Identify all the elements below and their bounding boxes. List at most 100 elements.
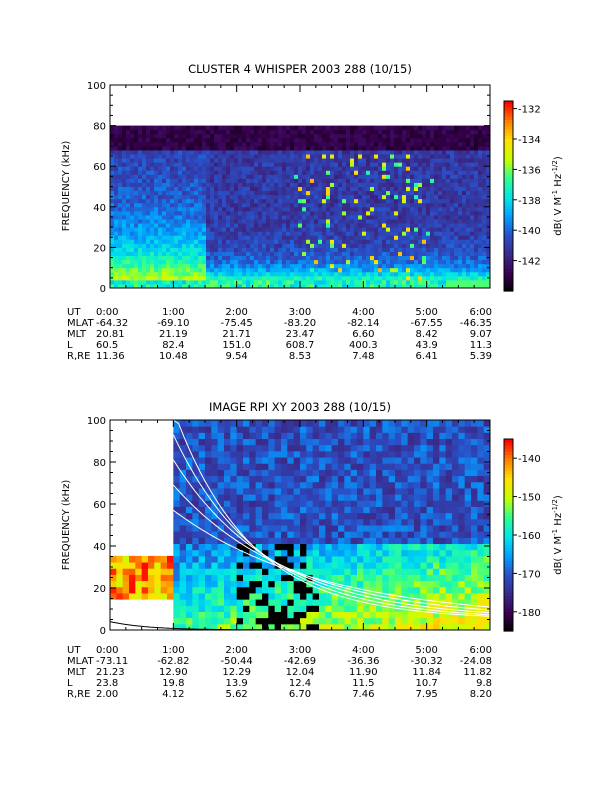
spectrogram-cell: [418, 186, 423, 192]
spectrogram-cell: [398, 162, 403, 167]
spectrogram-cell: [390, 190, 395, 196]
spectrogram-cell: [230, 623, 238, 631]
spectrogram-cell: [390, 170, 395, 175]
spectrogram-cell: [274, 154, 279, 159]
spectrogram-cell: [310, 243, 315, 248]
spectrogram-cell: [122, 182, 127, 187]
spectrogram-cell: [331, 518, 339, 526]
spectrogram-cell: [236, 512, 244, 520]
spectrogram-cell: [470, 255, 475, 261]
spectrogram-cell: [246, 259, 251, 265]
spectrogram-cell: [410, 255, 415, 261]
spectrogram-cell: [211, 586, 219, 594]
spectrogram-cell: [262, 125, 267, 131]
spectrogram-cell: [242, 231, 247, 236]
spectrogram-cell: [374, 235, 379, 240]
spectrogram-cell: [158, 267, 163, 273]
spectrogram-cell: [178, 166, 183, 171]
spectrogram-cell: [390, 227, 395, 232]
spectrogram-cell: [110, 198, 115, 204]
spectrogram-cell: [306, 174, 311, 179]
spectrogram-cell: [294, 243, 299, 248]
spectrogram-cell: [186, 531, 193, 538]
spectrogram-cell: [166, 154, 171, 159]
spectrogram-cell: [202, 174, 207, 179]
spectrogram-cell: [482, 178, 487, 183]
spectrogram-cell: [446, 255, 451, 261]
spectrogram-cell: [218, 267, 223, 273]
spectrogram-cell: [126, 218, 131, 224]
spectrogram-cell: [398, 186, 403, 192]
spectrogram-cell: [150, 198, 155, 204]
spectrogram-cell: [386, 283, 391, 289]
spectrogram-cell: [326, 186, 331, 192]
spectrogram-cell: [312, 531, 320, 538]
spectrogram-cell: [138, 218, 143, 224]
spectrogram-cell: [318, 194, 323, 200]
spectrogram-cell: [422, 271, 427, 277]
spectrogram-cell: [286, 125, 291, 131]
spectrogram-cell: [450, 239, 455, 244]
spectrogram-cell: [150, 255, 155, 261]
spectrogram-cell: [322, 210, 327, 216]
spectrogram-cell: [466, 267, 471, 273]
spectrogram-cell: [262, 235, 267, 240]
spectrogram-cell: [325, 543, 333, 551]
spectrogram-cell: [326, 251, 331, 257]
spectrogram-cell: [258, 141, 263, 147]
spectrogram-cell: [262, 231, 267, 236]
spectrogram-cell: [338, 133, 343, 139]
spectrogram-cell: [194, 279, 199, 285]
spectrogram-cell: [266, 154, 271, 159]
spectrogram-cell: [319, 617, 326, 625]
spectrogram-cell: [236, 487, 244, 495]
spectrogram-cell: [141, 580, 149, 588]
spectrogram-cell: [331, 469, 339, 477]
spectrogram-cell: [458, 263, 463, 269]
spectrogram-cell: [110, 267, 115, 273]
spectrogram-cell: [370, 210, 375, 216]
spectrogram-cell: [370, 133, 375, 139]
spectrogram-cell: [446, 202, 451, 208]
spectrogram-cell: [414, 133, 419, 139]
spectrogram-cell: [398, 174, 403, 179]
spectrogram-cell: [118, 235, 123, 240]
spectrogram-cell: [206, 174, 211, 179]
spectrogram-cell: [326, 243, 331, 248]
spectrogram-cell: [330, 137, 335, 143]
spectrogram-cell: [312, 599, 320, 606]
spectrogram-cell: [314, 218, 319, 224]
spectrogram-cell: [326, 125, 331, 131]
spectrogram-cell: [278, 178, 283, 183]
spectrogram-cell: [382, 166, 387, 171]
spectrogram-cell: [262, 531, 269, 538]
spectrogram-cell: [325, 549, 333, 557]
spectrogram-cell: [254, 137, 259, 143]
spectrogram-cell: [182, 214, 187, 220]
spectrogram-cell: [374, 170, 379, 175]
spectrogram-cell: [366, 194, 371, 200]
spectrogram-cell: [170, 218, 175, 224]
spectrogram-cell: [224, 525, 231, 532]
spectrogram-cell: [224, 481, 231, 489]
spectrogram-cell: [466, 190, 471, 196]
spectrogram-cell: [118, 162, 123, 167]
spectrogram-cell: [358, 149, 363, 155]
spectrogram-cell: [346, 206, 351, 212]
spectrogram-cell: [230, 137, 235, 143]
spectrogram-cell: [218, 283, 223, 289]
spectrogram-cell: [118, 182, 123, 187]
spectrogram-cell: [325, 457, 333, 464]
spectrogram-cell: [450, 271, 455, 277]
spectrogram-cell: [314, 275, 319, 281]
spectrogram-cell: [374, 218, 379, 224]
spectrogram-cell: [454, 186, 459, 192]
spectrogram-cell: [300, 586, 307, 594]
spectrogram-cell: [158, 182, 163, 187]
spectrogram-cell: [214, 158, 219, 163]
spectrogram-cell: [170, 125, 175, 131]
spectrogram-cell: [255, 457, 263, 464]
spectrogram-cell: [474, 243, 479, 248]
spectrogram-cell: [410, 259, 415, 265]
spectrogram-cell: [258, 255, 263, 261]
